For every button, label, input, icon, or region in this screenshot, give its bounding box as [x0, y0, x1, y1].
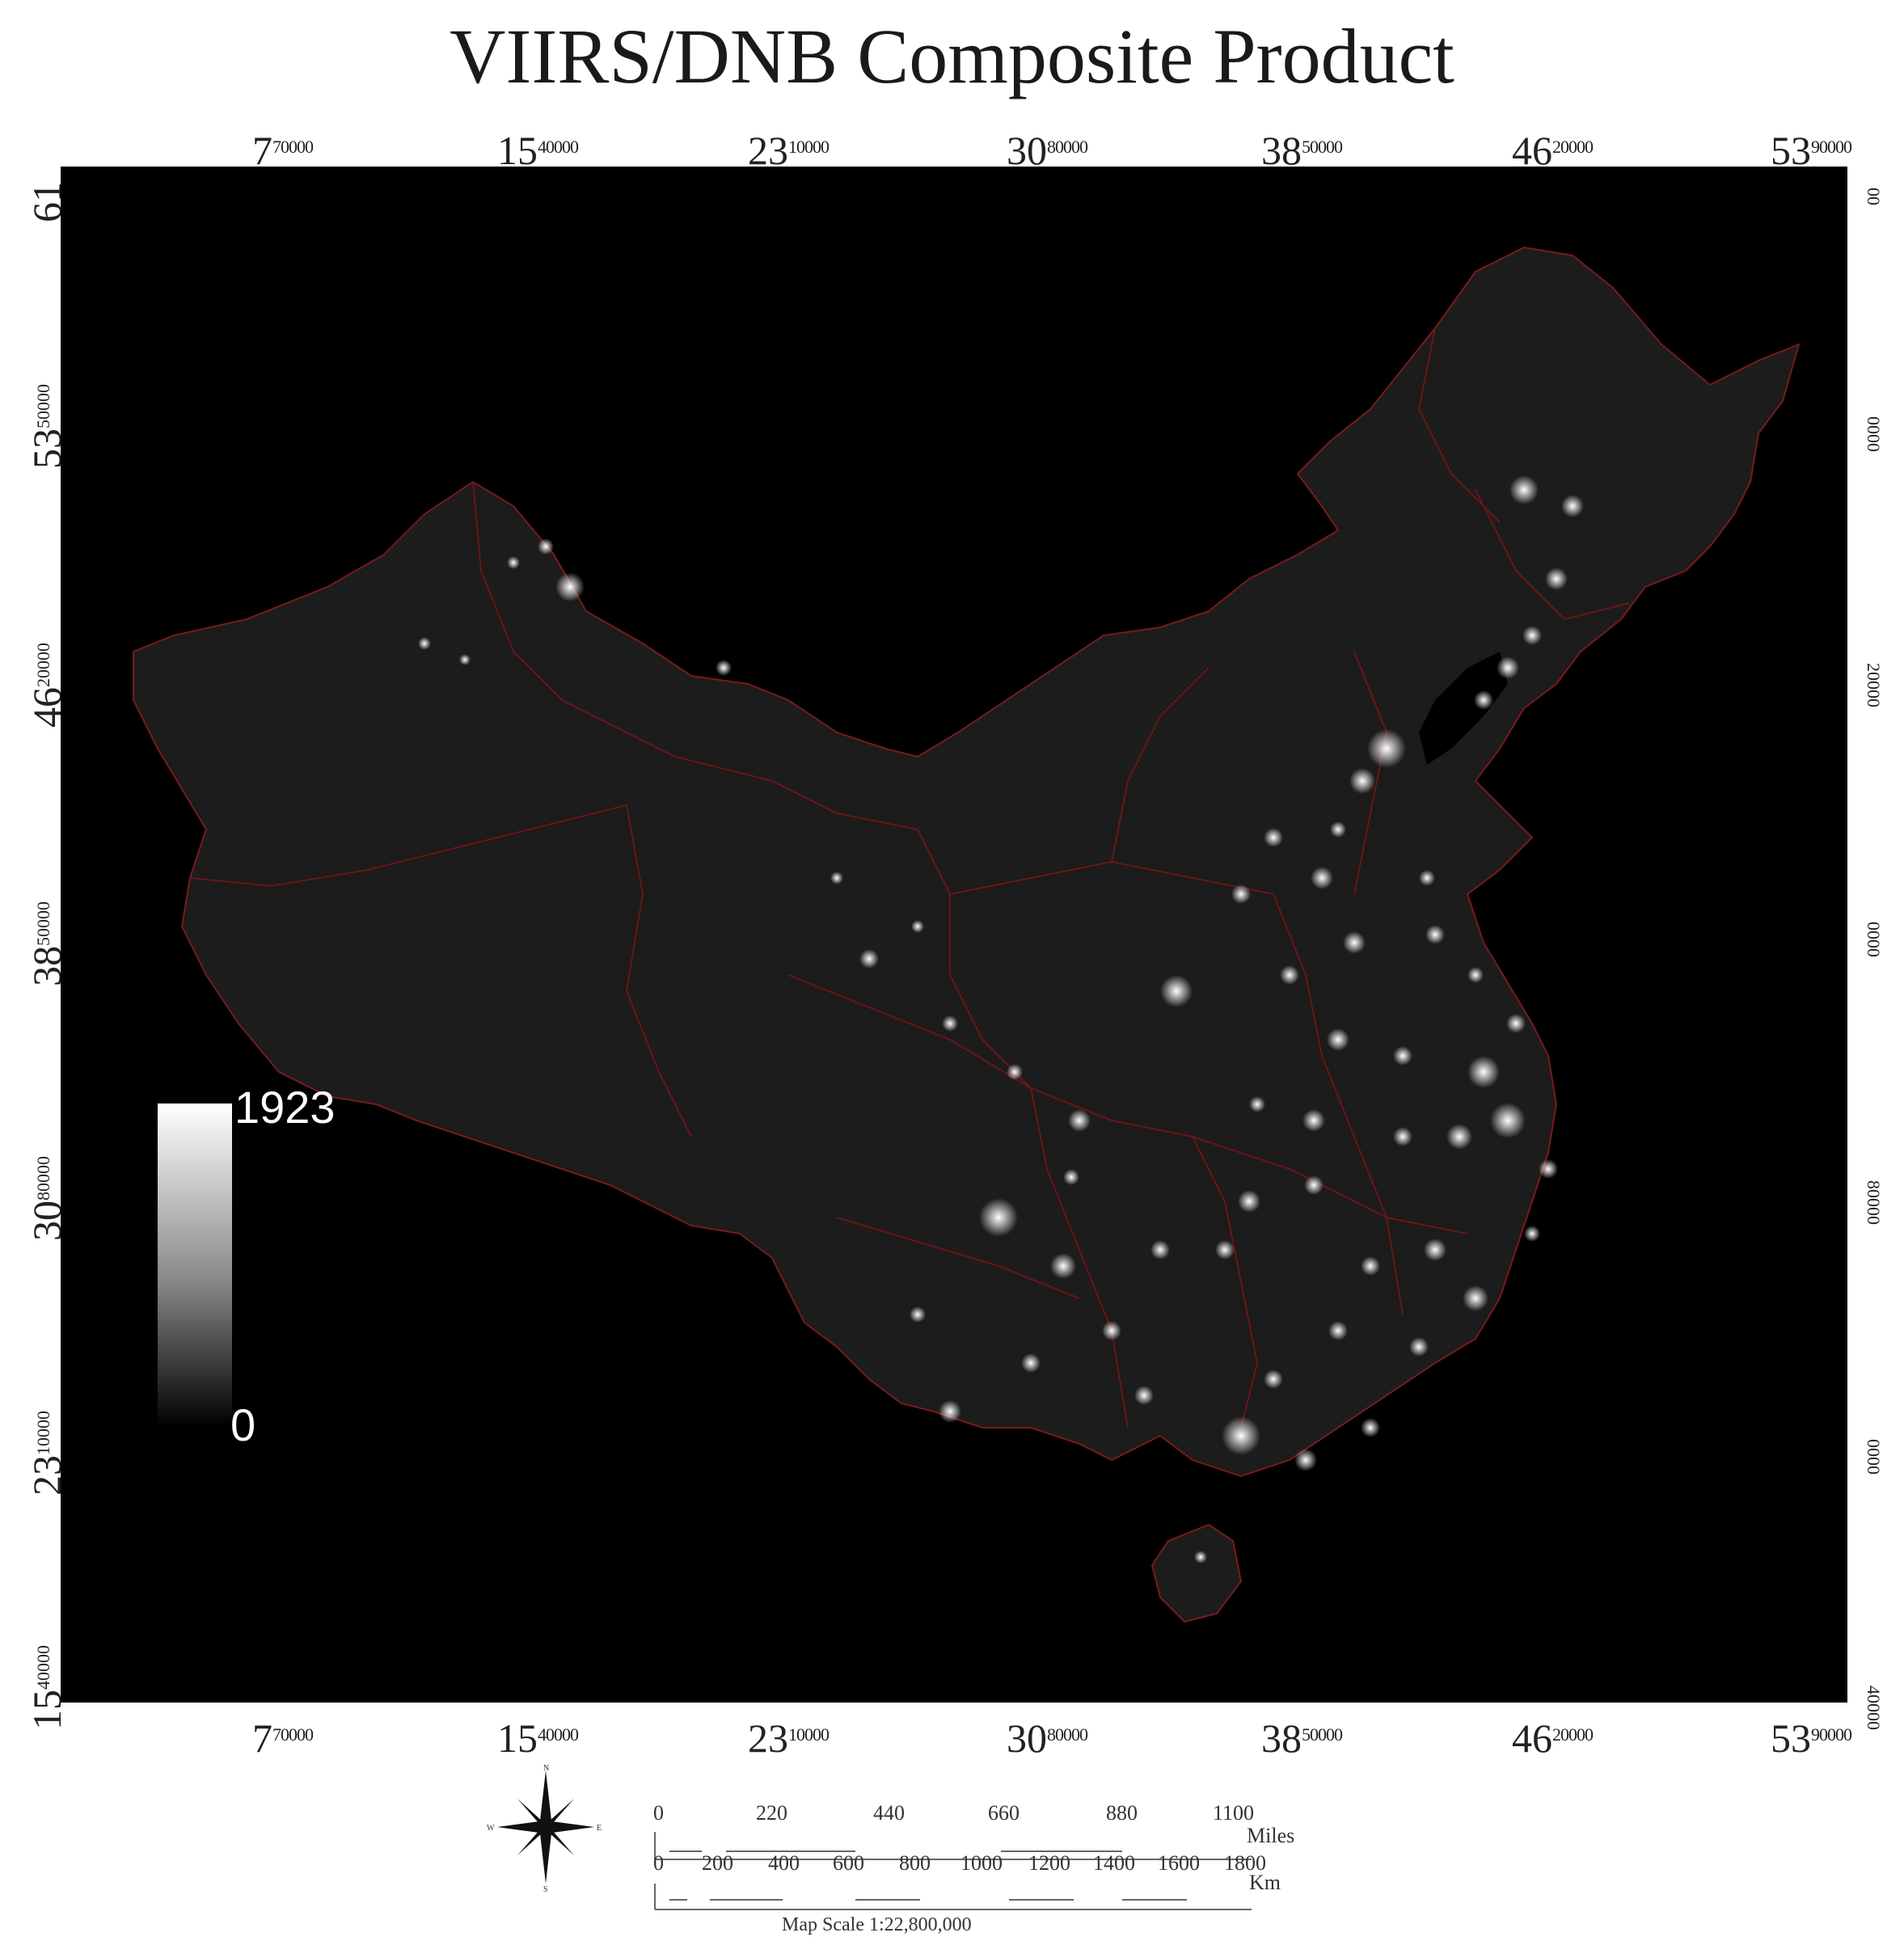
km-tick: 1400: [1093, 1851, 1135, 1875]
top-axis-tick: 3080000: [1007, 128, 1088, 173]
bottom-axis-tick: 1540000: [497, 1715, 579, 1761]
miles-tick: 1100: [1213, 1801, 1255, 1825]
scale-bar: 0 220 440 660 880 1100 Miles 0 200 400 6…: [0, 1762, 1904, 1956]
km-tick: 400: [768, 1851, 800, 1875]
bottom-axis-tick: 4620000: [1512, 1715, 1594, 1761]
right-axis-tick: 40000: [1864, 1686, 1884, 1730]
right-axis-tick: 0000: [1864, 1439, 1884, 1475]
top-axis-tick: 3850000: [1261, 128, 1343, 173]
km-tick: 1800: [1224, 1851, 1266, 1875]
north-arrow-compass: N E S W: [487, 1764, 602, 1892]
miles-tick: 220: [756, 1801, 787, 1825]
compass-s-label: S: [543, 1885, 548, 1892]
top-axis-tick: 5390000: [1771, 128, 1852, 173]
top-axis-tick: 4620000: [1512, 128, 1594, 173]
compass-w-label: W: [487, 1824, 495, 1833]
scale-bar-graphics: [654, 1832, 1252, 1910]
km-tick: 200: [702, 1851, 733, 1875]
bohai-sea: [1419, 652, 1508, 765]
right-axis-tick: 80000: [1864, 1180, 1884, 1225]
right-axis-tick: 0000: [1864, 416, 1884, 452]
right-axis-tick: 20000: [1864, 663, 1884, 707]
city-lights: [418, 475, 1584, 1563]
bottom-axis-tick: 5390000: [1771, 1715, 1852, 1761]
miles-unit: Miles: [1247, 1824, 1295, 1847]
top-axis-tick: 2310000: [748, 128, 830, 173]
night-lights-map: [61, 167, 1847, 1703]
hainan-island: [1150, 1523, 1243, 1623]
compass-rose-icon: [497, 1770, 594, 1884]
compass-e-label: E: [597, 1824, 602, 1833]
legend-max-label: 1923: [234, 1082, 336, 1133]
bottom-axis-tick: 770000: [252, 1715, 314, 1761]
bottom-axis-tick: 3080000: [1007, 1715, 1088, 1761]
km-unit: Km: [1249, 1871, 1281, 1894]
map-title: VIIRS/DNB Composite Product: [450, 13, 1454, 99]
miles-tick: 660: [988, 1801, 1020, 1825]
miles-tick: 440: [873, 1801, 905, 1825]
china-map-svg: [133, 246, 1801, 1623]
km-tick: 600: [833, 1851, 864, 1875]
bottom-axis-tick: 3850000: [1261, 1715, 1343, 1761]
bottom-axis-tick: 2310000: [748, 1715, 830, 1761]
km-tick: 1000: [960, 1851, 1003, 1875]
km-tick: 1200: [1028, 1851, 1070, 1875]
km-tick: 800: [899, 1851, 931, 1875]
right-axis-tick: 0000: [1864, 922, 1884, 957]
compass-n-label: N: [543, 1764, 549, 1773]
km-tick: 1600: [1158, 1851, 1200, 1875]
right-axis-tick: 00: [1864, 188, 1884, 205]
province-borders: [189, 327, 1630, 1428]
legend-min-label: 0: [230, 1399, 256, 1450]
country-landmass: [133, 246, 1801, 1478]
legend-color-ramp: [158, 1103, 232, 1427]
miles-tick: 0: [653, 1801, 664, 1825]
km-tick: 0: [653, 1851, 664, 1875]
map-scale-text: Map Scale 1:22,800,000: [782, 1914, 972, 1935]
miles-tick: 880: [1106, 1801, 1138, 1825]
top-axis-tick: 770000: [252, 128, 314, 173]
top-axis-tick: 1540000: [497, 128, 579, 173]
